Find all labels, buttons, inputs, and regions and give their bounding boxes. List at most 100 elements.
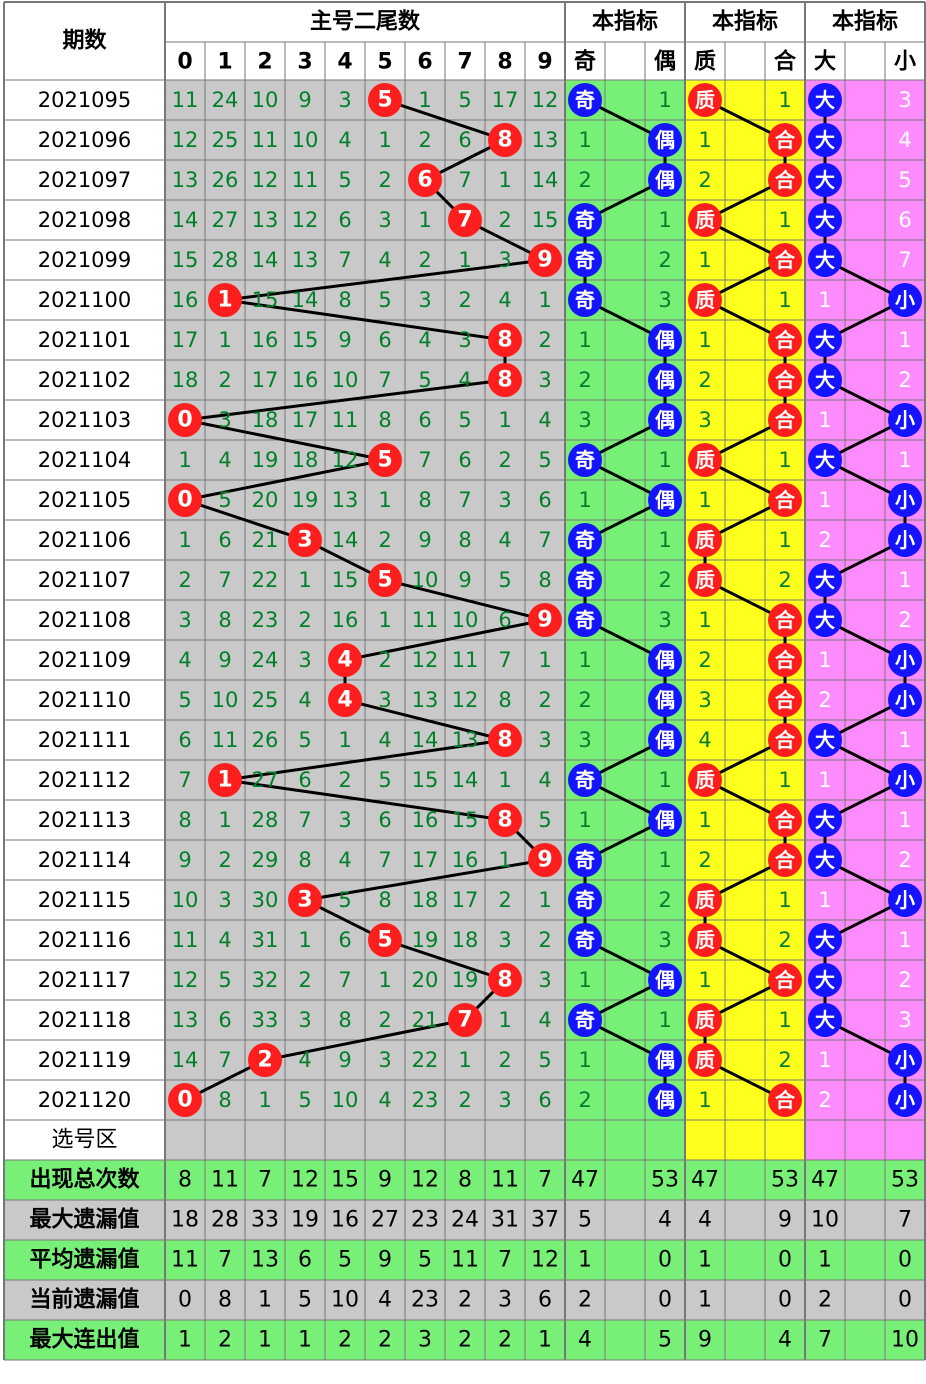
- digit-cell: 9: [418, 528, 431, 552]
- digit-cell: 26: [212, 168, 239, 192]
- stat-label: 最大连出值: [29, 1327, 139, 1353]
- prime-comp-ball: [688, 83, 722, 117]
- prime-comp-ball-label: 质: [695, 208, 715, 232]
- digit-cell: 1: [498, 408, 511, 432]
- odd-even-ball: [568, 563, 602, 597]
- digit-cell: 7: [378, 848, 391, 872]
- odd-even-ball-label: 偶: [655, 368, 675, 392]
- stat-value: 11: [491, 1168, 519, 1193]
- digit-cell: 27: [212, 208, 239, 232]
- prime-comp-ball-label: 合: [775, 128, 796, 152]
- digit-cell: 5: [298, 728, 311, 752]
- comp-miss: 1: [778, 448, 791, 472]
- digit-ball: [448, 1003, 482, 1037]
- small-miss: 2: [898, 608, 911, 632]
- digit-cell: 8: [458, 528, 471, 552]
- digit-ball-label: 0: [177, 408, 192, 433]
- odd-even-ball: [568, 603, 602, 637]
- digit-cell: 19: [292, 488, 319, 512]
- prime-comp-ball: [688, 883, 722, 917]
- odd-miss: 1: [578, 808, 591, 832]
- prime-miss: 1: [698, 968, 711, 992]
- stat-odd: 4: [578, 1328, 592, 1353]
- even-miss: 1: [658, 1008, 671, 1032]
- stat-value: 9: [378, 1248, 392, 1273]
- stat-value: 1: [178, 1328, 192, 1353]
- big-small-ball-label: 大: [815, 88, 835, 112]
- digit-ball-label: 8: [497, 808, 512, 833]
- small-miss: 3: [898, 1008, 911, 1032]
- big-small-ball: [808, 123, 842, 157]
- stat-value: 2: [498, 1328, 512, 1353]
- even-miss: 1: [658, 848, 671, 872]
- big-small-ball-label: 大: [815, 328, 835, 352]
- odd-even-ball-label: 偶: [655, 488, 675, 512]
- prime-comp-ball-label: 合: [775, 168, 796, 192]
- stat-comp: 53: [771, 1168, 799, 1193]
- balls: 58679188050359448189358720奇偶偶奇奇奇偶偶偶奇偶奇奇奇…: [168, 83, 922, 1117]
- stat-value: 31: [491, 1208, 519, 1233]
- odd-even-ball: [568, 763, 602, 797]
- even-miss: 2: [658, 888, 671, 912]
- digit-cell: 4: [538, 1008, 551, 1032]
- digit-cell: 7: [458, 488, 471, 512]
- digit-cell: 2: [378, 648, 391, 672]
- digit-cell: 7: [378, 368, 391, 392]
- big-miss: 1: [818, 768, 831, 792]
- digit-cell: 13: [292, 248, 319, 272]
- digit-ball-label: 5: [377, 448, 392, 473]
- digit-ball: [208, 283, 242, 317]
- digit-cell: 6: [218, 528, 231, 552]
- digit-cell: 1: [218, 808, 231, 832]
- stat-value: 2: [338, 1328, 352, 1353]
- digit-cell: 4: [458, 368, 471, 392]
- stat-value: 2: [458, 1328, 472, 1353]
- small-miss: 5: [898, 168, 911, 192]
- stat-value: 7: [218, 1248, 232, 1273]
- digit-cell: 8: [378, 888, 391, 912]
- even-miss: 1: [658, 528, 671, 552]
- digit-cell: 17: [172, 328, 199, 352]
- big-small-ball: [888, 283, 922, 317]
- digit-ball: [288, 523, 322, 557]
- digit-cell: 4: [538, 768, 551, 792]
- digit-cell: 3: [298, 648, 311, 672]
- small-miss: 1: [898, 928, 911, 952]
- digit-cell: 3: [418, 288, 431, 312]
- digit-cell: 11: [292, 168, 319, 192]
- odd-miss: 2: [578, 368, 591, 392]
- digit-cell: 2: [378, 528, 391, 552]
- digit-cell: 15: [172, 248, 199, 272]
- stat-big: 10: [811, 1208, 839, 1233]
- digit-cell: 1: [338, 728, 351, 752]
- digit-cell: 17: [292, 408, 319, 432]
- big-small-ball-label: 小: [895, 528, 915, 552]
- digit-ball: [528, 603, 562, 637]
- digit-cell: 6: [338, 928, 351, 952]
- odd-even-ball-label: 奇: [575, 768, 595, 792]
- prime-comp-ball-label: 质: [695, 768, 715, 792]
- stat-value: 2: [458, 1288, 472, 1313]
- header-digit: 6: [417, 50, 432, 75]
- stat-even: 53: [651, 1168, 679, 1193]
- even-miss: 2: [658, 248, 671, 272]
- digit-ball: [488, 123, 522, 157]
- digit-cell: 6: [498, 608, 511, 632]
- prime-comp-ball-label: 质: [695, 528, 715, 552]
- period-cell: 2021099: [38, 248, 132, 272]
- digit-cell: 3: [378, 208, 391, 232]
- header-composite: 合: [774, 49, 797, 75]
- big-small-ball: [808, 923, 842, 957]
- digit-cell: 16: [452, 848, 479, 872]
- digit-cell: 3: [338, 808, 351, 832]
- stat-value: 6: [538, 1288, 552, 1313]
- digit-cell: 11: [172, 88, 199, 112]
- stat-big: 2: [818, 1288, 832, 1313]
- prime-comp-ball: [768, 243, 802, 277]
- digit-cell: 18: [412, 888, 439, 912]
- big-miss: 2: [818, 688, 831, 712]
- prime-miss: 4: [698, 728, 711, 752]
- stat-prime: 4: [698, 1208, 712, 1233]
- digit-cell: 1: [538, 888, 551, 912]
- digit-cell: 12: [252, 168, 279, 192]
